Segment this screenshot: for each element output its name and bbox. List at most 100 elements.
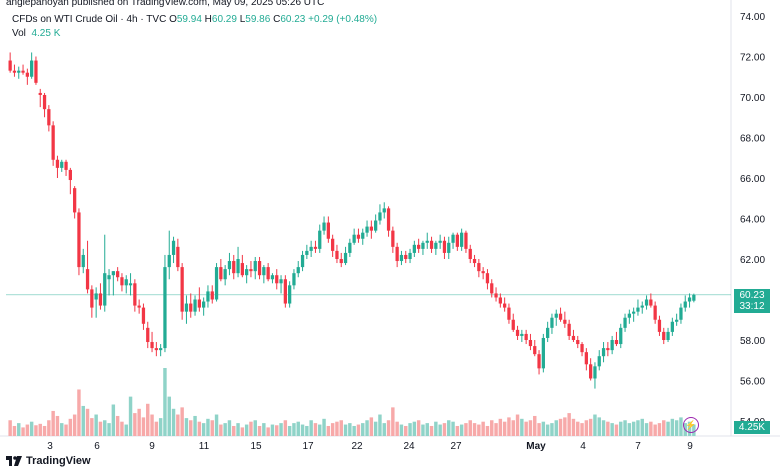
candle-body — [171, 240, 176, 255]
candle-body — [653, 305, 657, 320]
volume-bar — [356, 424, 361, 436]
volume-bar — [141, 417, 146, 436]
volume-bar — [158, 418, 163, 436]
volume-bar — [468, 420, 472, 436]
candle-body — [47, 109, 51, 126]
candle-body — [124, 279, 128, 286]
candle-body — [141, 307, 146, 324]
volume-bar — [223, 423, 227, 436]
x-tick-label: 22 — [351, 441, 363, 452]
volume-bar — [498, 418, 503, 436]
candle-body — [421, 242, 425, 249]
x-tick-label: 17 — [302, 441, 314, 452]
x-tick-label: 4 — [580, 441, 586, 452]
volume-bar — [416, 420, 421, 436]
volume-bar — [434, 421, 438, 436]
volume-bar — [662, 420, 666, 436]
logo-text: TradingView — [26, 455, 91, 467]
candle-body — [636, 307, 640, 312]
volume-bar — [262, 423, 266, 436]
volume-bar — [554, 420, 558, 436]
candle-body — [111, 271, 115, 276]
volume-bar — [623, 420, 627, 436]
volume-bar — [184, 418, 189, 436]
volume-bar — [524, 421, 528, 436]
candle-body — [120, 277, 124, 286]
x-tick-label: 9 — [149, 441, 155, 452]
candle-body — [279, 279, 283, 284]
candle-body — [128, 283, 133, 286]
volume-bar — [193, 415, 197, 436]
volume-bar — [395, 421, 399, 436]
candle-body — [404, 254, 408, 259]
volume-bar — [98, 421, 103, 436]
candle-body — [343, 252, 348, 264]
candle-body — [283, 279, 287, 304]
current-price-tag: 60.23 33:12 — [734, 289, 770, 313]
volume-bar — [17, 423, 21, 436]
volume-bar — [399, 424, 404, 436]
y-tick-label: 70.00 — [740, 93, 765, 104]
volume-bar — [249, 421, 253, 436]
candle-body — [481, 271, 485, 274]
volume-bar — [606, 421, 610, 436]
candle-body — [90, 289, 94, 308]
candle-body — [601, 348, 606, 357]
candle-body — [270, 275, 275, 280]
volume-bar — [146, 403, 150, 436]
y-tick-label: 56.00 — [740, 377, 765, 388]
volume-bar — [47, 420, 51, 436]
volume-bar — [404, 425, 408, 436]
volume-bar — [545, 424, 550, 436]
candle-body — [567, 323, 571, 336]
volume-bar — [382, 423, 386, 436]
candle-body — [597, 356, 601, 367]
volume-bar — [361, 423, 365, 436]
candle-body — [176, 246, 180, 268]
candle-body — [511, 319, 515, 330]
legend-open: O59.94 — [169, 14, 202, 25]
volume-bar — [352, 425, 356, 436]
volume-label[interactable]: Vol — [12, 28, 26, 39]
volume-bar — [515, 414, 520, 436]
candle-body — [94, 293, 98, 300]
volume-bar — [283, 420, 288, 436]
volume-bar — [627, 423, 632, 436]
volume-bar — [339, 420, 343, 436]
volume-tag: 4.25K — [734, 421, 770, 434]
candle-body — [146, 327, 150, 343]
candle-body — [339, 259, 343, 264]
candle-body — [494, 293, 498, 298]
volume-bar — [421, 424, 425, 436]
volume-bar — [236, 423, 240, 436]
candle-body — [193, 299, 197, 312]
candle-body — [305, 250, 309, 255]
symbol-title[interactable]: CFDs on WTI Crude Oil · 4h · TVC — [12, 14, 167, 25]
volume-bar — [481, 421, 485, 436]
volume-bar — [90, 418, 94, 436]
volume-bar — [77, 389, 81, 436]
tradingview-logo[interactable]: TradingView — [6, 455, 91, 467]
volume-bar — [520, 418, 524, 436]
volume-bar — [227, 420, 232, 436]
volume-bar — [451, 421, 455, 436]
candle-body — [17, 70, 21, 73]
candle-body — [442, 240, 447, 253]
candle-body — [253, 261, 257, 272]
volume-bar — [653, 424, 657, 436]
volume-bar — [163, 368, 167, 436]
candle-body — [318, 230, 322, 249]
candle-body — [464, 232, 468, 249]
candle-body — [692, 294, 696, 301]
volume-bar — [318, 424, 322, 436]
volume-bar — [296, 421, 300, 436]
candle-body — [391, 230, 395, 247]
candle-body — [369, 226, 373, 231]
y-tick-label: 62.00 — [740, 255, 765, 266]
lightning-icon[interactable]: ⚡ — [683, 417, 699, 433]
volume-bar — [378, 414, 382, 436]
volume-bar — [51, 410, 55, 436]
volume-bar — [485, 425, 490, 436]
volume-bar — [214, 414, 219, 436]
